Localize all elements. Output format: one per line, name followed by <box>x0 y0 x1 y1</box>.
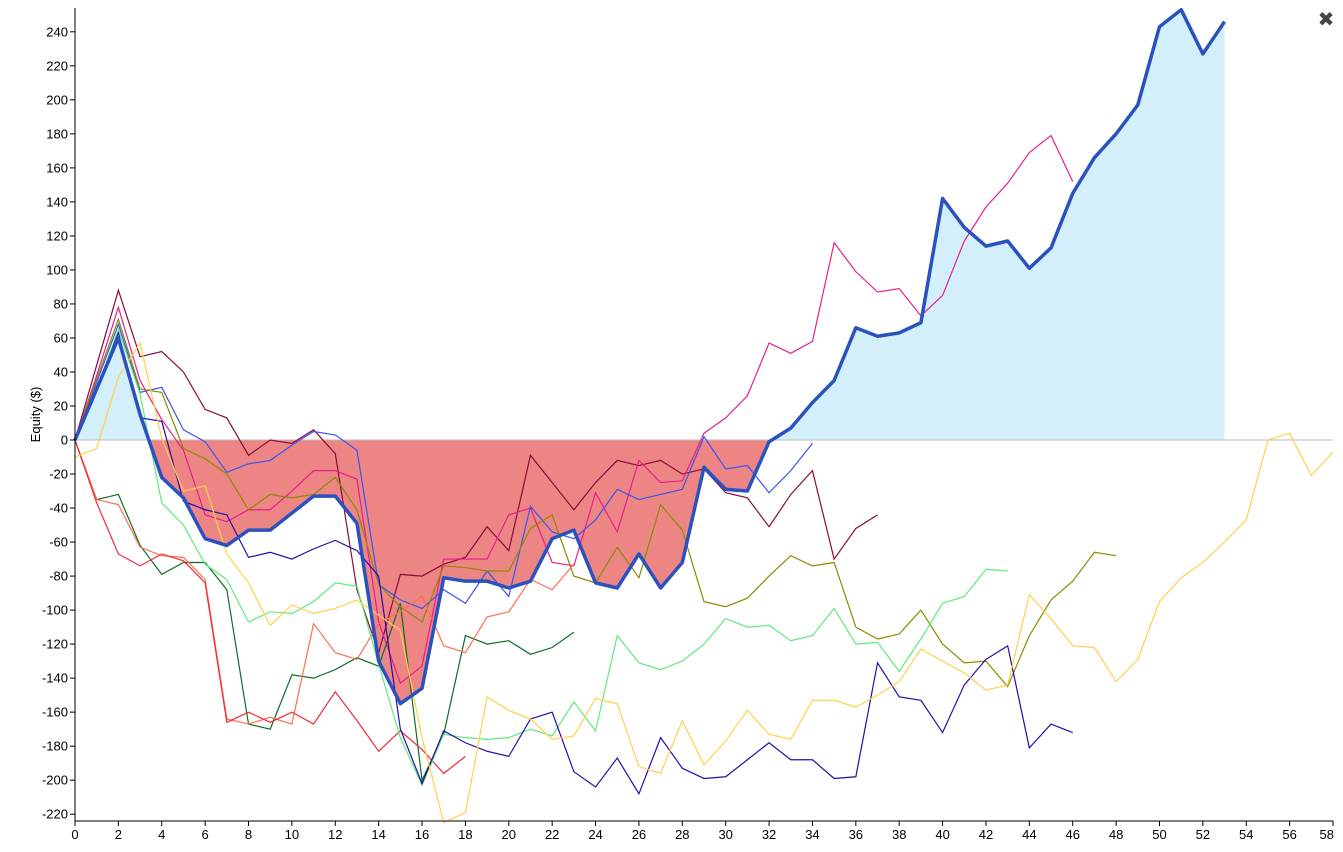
x-tick-label: 30 <box>718 827 732 842</box>
series-line-dark-red <box>74 288 878 655</box>
series-line-yellow <box>74 341 1334 824</box>
x-tick-label: 28 <box>675 827 689 842</box>
x-tick-label: 38 <box>892 827 906 842</box>
x-tick-label: 26 <box>632 827 646 842</box>
y-tick-label: 220 <box>46 58 68 73</box>
series-line-orange-red <box>74 439 575 725</box>
y-tick-label: -180 <box>42 739 68 754</box>
x-tick-label: 44 <box>1022 827 1036 842</box>
x-tick-label: 0 <box>71 827 78 842</box>
series-line-light-green <box>74 327 1008 787</box>
x-tick-label: 58 <box>1320 827 1334 842</box>
series-line-main <box>73 7 1227 706</box>
x-tick-label: 56 <box>1282 827 1296 842</box>
x-tick-label: 10 <box>285 827 299 842</box>
y-tick-label: 240 <box>46 24 68 39</box>
y-tick-label: -200 <box>42 773 68 788</box>
x-tick-label: 32 <box>762 827 776 842</box>
series-line-red <box>74 439 466 775</box>
y-tick-label: 0 <box>61 433 68 448</box>
x-tick-label: 12 <box>328 827 342 842</box>
series-line-indigo <box>74 330 1073 796</box>
y-tick-label: -80 <box>49 569 68 584</box>
x-tick-label: 54 <box>1239 827 1253 842</box>
y-axis-title: Equity ($) <box>28 387 43 443</box>
x-tick-label: 42 <box>979 827 993 842</box>
y-tick-label: 20 <box>54 398 68 413</box>
y-tick-label: -120 <box>42 637 68 652</box>
x-tick-label: 40 <box>935 827 949 842</box>
x-tick-label: 14 <box>371 827 385 842</box>
x-tick-label: 46 <box>1065 827 1079 842</box>
x-tick-label: 24 <box>588 827 602 842</box>
y-tick-label: 160 <box>46 160 68 175</box>
positive-equity-area <box>75 9 1225 441</box>
x-tick-label: 48 <box>1109 827 1123 842</box>
x-tick-label: 18 <box>458 827 472 842</box>
x-tick-label: 6 <box>202 827 209 842</box>
series-line-magenta <box>74 134 1074 685</box>
y-tick-label: -160 <box>42 705 68 720</box>
y-tick-label: 140 <box>46 194 68 209</box>
y-tick-label: 120 <box>46 228 68 243</box>
x-tick-label: 36 <box>849 827 863 842</box>
x-tick-label: 22 <box>545 827 559 842</box>
y-tick-label: -60 <box>49 535 68 550</box>
close-icon[interactable]: ✖ <box>1317 7 1335 31</box>
x-tick-label: 50 <box>1152 827 1166 842</box>
y-tick-label: -140 <box>42 671 68 686</box>
y-tick-label: 100 <box>46 262 68 277</box>
y-tick-label: -220 <box>42 807 68 822</box>
x-tick-label: 4 <box>158 827 165 842</box>
x-tick-label: 8 <box>245 827 252 842</box>
x-tick-label: 16 <box>415 827 429 842</box>
series-line-blue <box>74 322 813 610</box>
y-tick-label: -100 <box>42 603 68 618</box>
y-tick-label: 200 <box>46 92 68 107</box>
y-tick-label: 80 <box>54 296 68 311</box>
y-tick-label: -20 <box>49 467 68 482</box>
series-line-dark-green <box>74 439 575 783</box>
x-tick-label: 2 <box>115 827 122 842</box>
x-tick-label: 20 <box>502 827 516 842</box>
y-tick-label: 180 <box>46 126 68 141</box>
y-tick-label: -40 <box>49 501 68 516</box>
negative-equity-area <box>75 440 1225 704</box>
y-tick-label: 60 <box>54 330 68 345</box>
x-tick-label: 34 <box>805 827 819 842</box>
y-tick-label: 40 <box>54 364 68 379</box>
x-tick-label: 52 <box>1196 827 1210 842</box>
